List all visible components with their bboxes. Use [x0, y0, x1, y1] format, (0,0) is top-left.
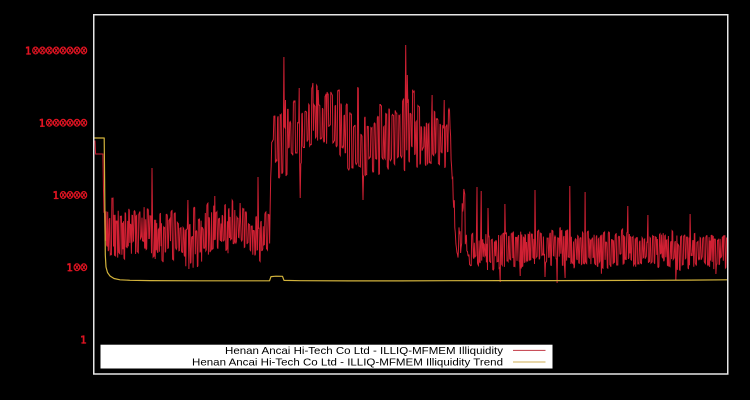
svg-text:Henan Ancai Hi-Tech Co Ltd - I: Henan Ancai Hi-Tech Co Ltd - ILLIQ-MFMEM…	[192, 358, 503, 369]
svg-text:Henan Ancai Hi-Tech Co Ltd - I: Henan Ancai Hi-Tech Co Ltd - ILLIQ-MFMEM…	[225, 346, 504, 357]
